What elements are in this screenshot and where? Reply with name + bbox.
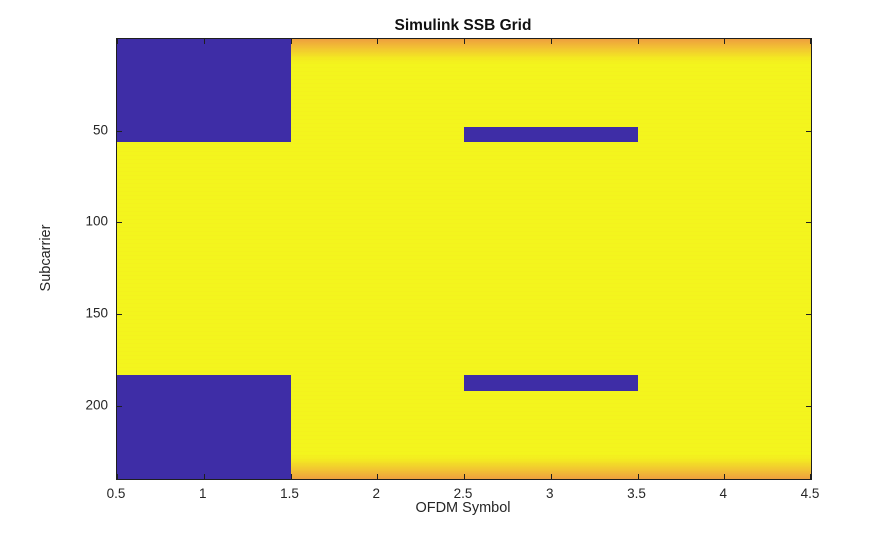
x-tick-bottom-0.5	[117, 474, 118, 479]
x-tick-bottom-3.5	[637, 474, 639, 479]
y-tick-label-100: 100	[85, 213, 108, 229]
x-tick-top-1	[203, 39, 205, 44]
empty-region-symbol-1-sc-184-240	[117, 374, 291, 479]
empty-region-symbol-3-sc-184-192	[464, 374, 638, 391]
x-tick-label-4: 4	[719, 486, 728, 501]
x-tick-bottom-1	[203, 474, 205, 479]
x-tick-top-2	[377, 39, 379, 44]
x-tick-top-3.5	[637, 39, 639, 44]
y-tick-right-100	[806, 222, 811, 224]
y-tick-label-200: 200	[85, 397, 108, 413]
x-tick-top-1.5	[290, 39, 292, 44]
x-tick-bottom-4.5	[810, 474, 811, 479]
x-tick-bottom-3	[550, 474, 552, 479]
chart-title: Simulink SSB Grid	[394, 17, 532, 34]
y-tick-left-50	[117, 130, 122, 132]
x-tick-label-3.5: 3.5	[627, 486, 646, 501]
x-tick-bottom-1.5	[290, 474, 292, 479]
y-tick-right-150	[806, 314, 811, 315]
x-tick-top-2.5	[464, 39, 465, 44]
y-tick-left-150	[117, 314, 122, 315]
heatmap-plot-area	[116, 38, 812, 480]
y-tick-right-200	[806, 405, 811, 407]
x-tick-label-1.5: 1.5	[280, 486, 299, 501]
x-tick-label-0.5: 0.5	[106, 486, 126, 501]
empty-region-symbol-1-sc-1-56	[117, 39, 291, 142]
x-tick-label-2: 2	[372, 486, 381, 501]
y-tick-left-200	[117, 405, 122, 407]
x-tick-top-3	[550, 39, 552, 44]
x-tick-bottom-2.5	[464, 474, 465, 479]
y-tick-right-50	[806, 130, 811, 132]
y-tick-left-100	[117, 222, 122, 224]
x-tick-top-4	[724, 39, 726, 44]
x-tick-top-4.5	[810, 39, 811, 44]
x-tick-label-4.5: 4.5	[800, 486, 820, 501]
x-tick-label-2.5: 2.5	[453, 486, 473, 501]
x-tick-bottom-4	[724, 474, 726, 479]
x-tick-bottom-2	[377, 474, 379, 479]
x-tick-label-3: 3	[545, 486, 554, 501]
y-tick-label-150: 150	[85, 305, 108, 321]
x-tick-label-1: 1	[198, 486, 207, 501]
x-axis-label: OFDM Symbol	[415, 500, 511, 516]
y-axis-label: Subcarrier	[38, 224, 54, 292]
y-tick-label-50: 50	[92, 122, 108, 138]
empty-region-symbol-3-sc-49-56	[464, 127, 638, 142]
x-tick-top-0.5	[117, 39, 118, 44]
